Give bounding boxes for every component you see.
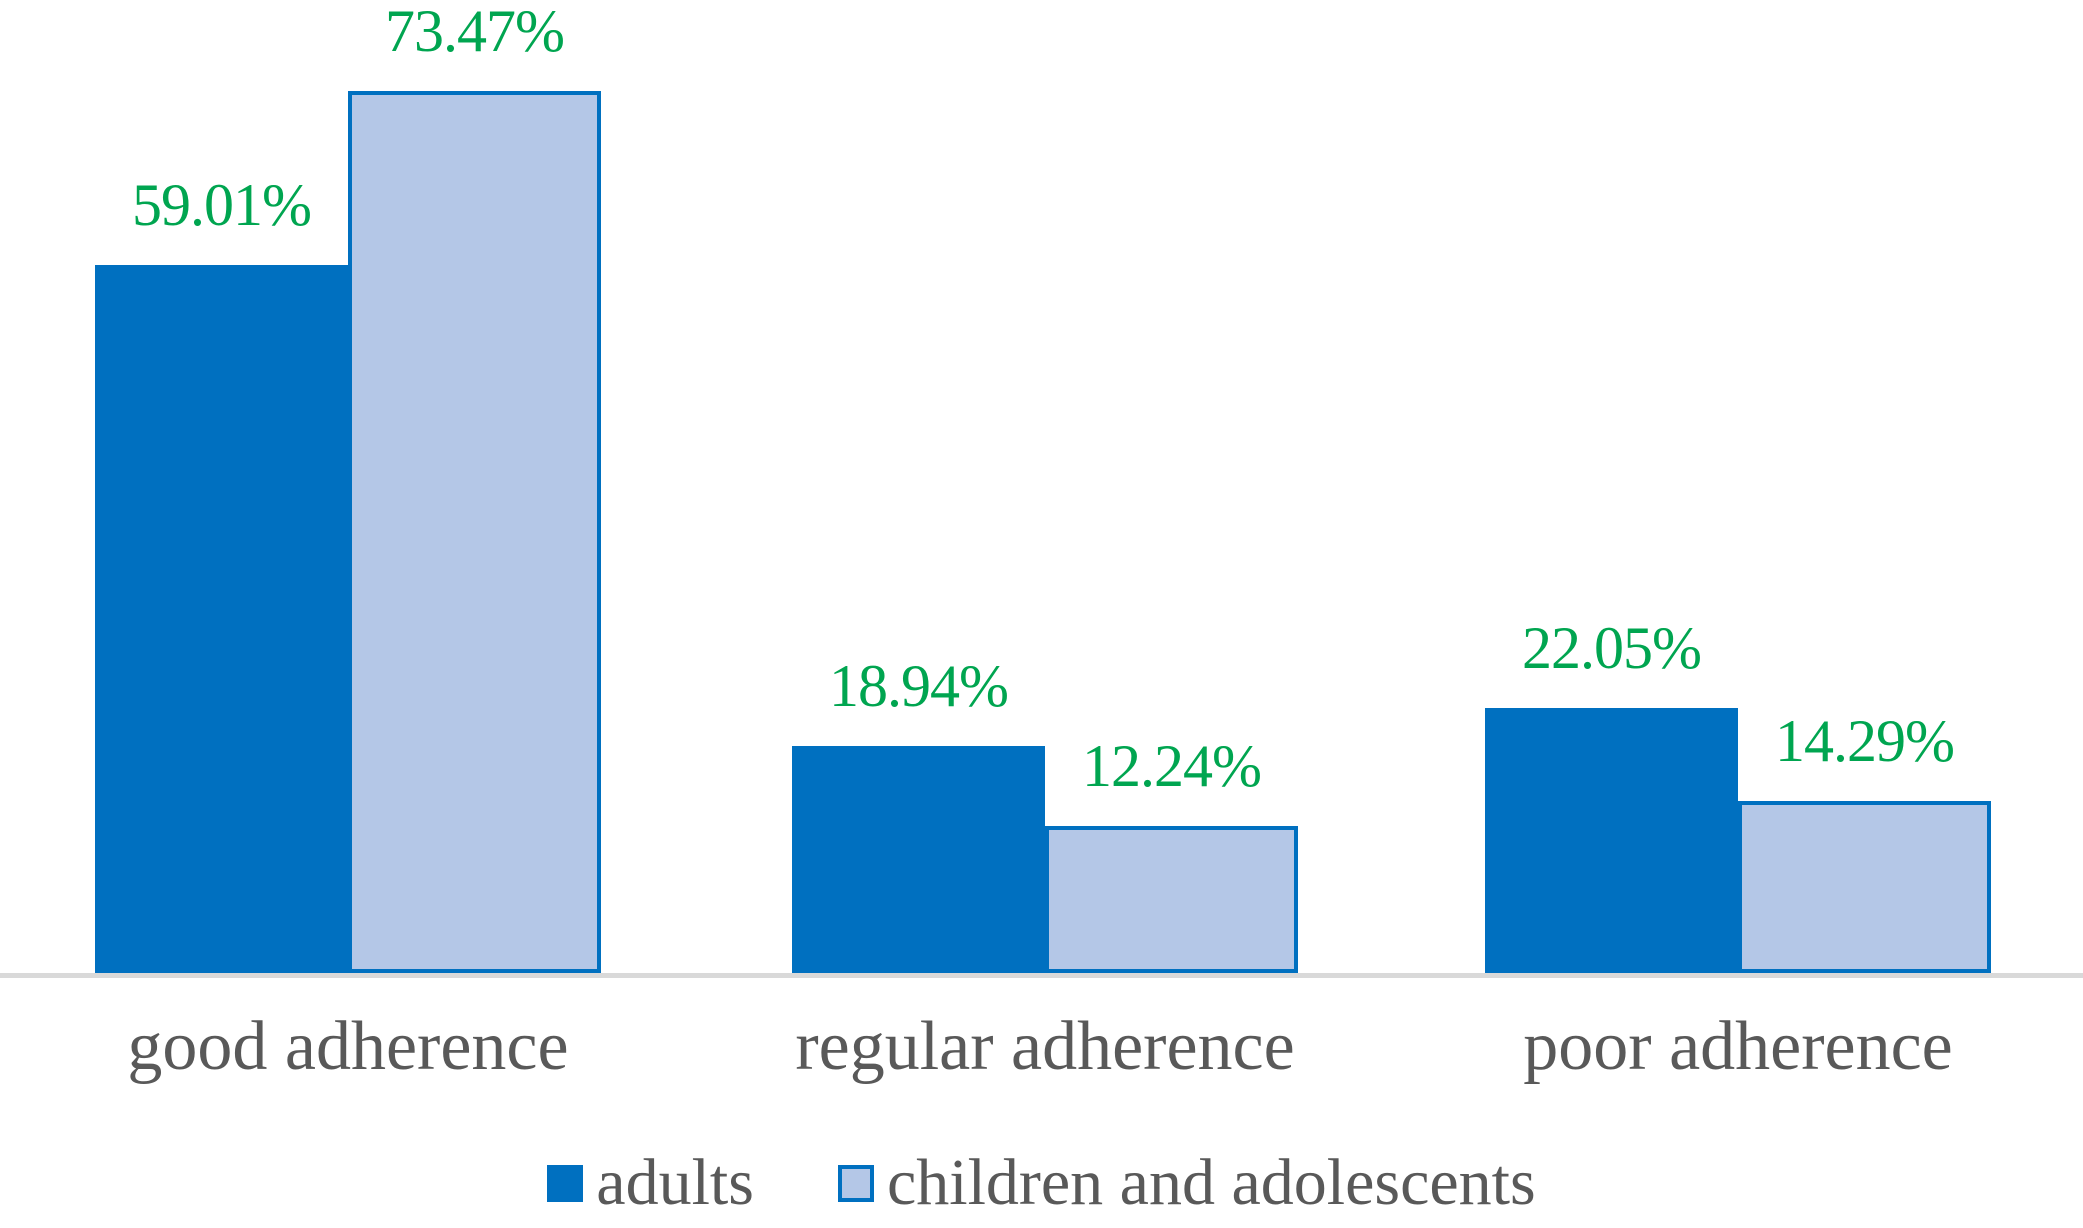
data-label-children-and-adolescents-poor-adherence: 14.29% xyxy=(1775,708,1955,774)
bar-adults-regular-adherence xyxy=(792,746,1045,973)
x-axis-line xyxy=(0,973,2083,978)
bar-children-and-adolescents-good-adherence xyxy=(348,91,601,973)
category-label-good-adherence: good adherence xyxy=(127,1008,569,1085)
data-label-children-and-adolescents-good-adherence: 73.47% xyxy=(385,0,565,64)
legend-label-adults: adults xyxy=(596,1146,754,1219)
bar-children-and-adolescents-regular-adherence xyxy=(1045,826,1298,973)
legend-swatch-icon xyxy=(547,1164,584,1202)
data-label-children-and-adolescents-regular-adherence: 12.24% xyxy=(1082,733,1262,799)
chart-legend: adults children and adolescents xyxy=(0,1150,2083,1216)
data-label-adults-poor-adherence: 22.05% xyxy=(1522,615,1702,681)
bar-adults-poor-adherence xyxy=(1485,708,1738,973)
bar-children-and-adolescents-poor-adherence xyxy=(1738,801,1991,973)
bar-adults-good-adherence xyxy=(95,265,348,973)
data-label-adults-regular-adherence: 18.94% xyxy=(829,653,1009,719)
data-label-adults-good-adherence: 59.01% xyxy=(132,172,312,238)
category-label-poor-adherence: poor adherence xyxy=(1523,1008,1953,1085)
legend-item-children-and-adolescents: children and adolescents xyxy=(837,1146,1536,1219)
legend-swatch-icon xyxy=(837,1164,874,1202)
category-label-regular-adherence: regular adherence xyxy=(795,1008,1295,1085)
legend-item-adults: adults xyxy=(547,1150,754,1216)
legend-label-children-and-adolescents: children and adolescents xyxy=(886,1146,1536,1219)
